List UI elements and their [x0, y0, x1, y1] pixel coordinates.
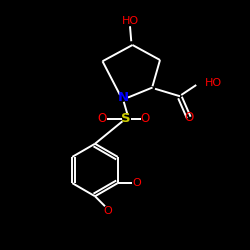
Text: O: O — [98, 112, 107, 125]
Text: S: S — [122, 112, 131, 125]
Text: N: N — [118, 91, 129, 104]
Text: O: O — [184, 111, 194, 124]
Text: HO: HO — [122, 16, 138, 26]
Text: O: O — [103, 206, 112, 216]
Text: HO: HO — [205, 78, 222, 88]
Text: O: O — [132, 178, 141, 188]
Text: O: O — [140, 112, 149, 125]
